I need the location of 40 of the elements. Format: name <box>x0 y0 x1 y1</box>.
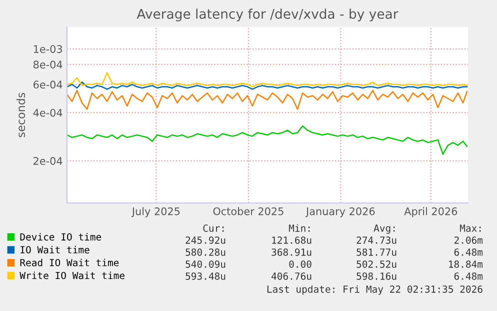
x-tick-label: January 2026 <box>305 207 375 218</box>
text: 18.84m <box>449 260 483 268</box>
y-tick-label: 6e-04 <box>34 80 62 89</box>
text: Max: <box>460 224 481 232</box>
text: 121.68u <box>272 236 312 244</box>
text: 406.76u <box>272 272 312 280</box>
text: 2.06m <box>454 236 483 244</box>
line-series <box>67 72 468 88</box>
legend-label: IO Wait time <box>20 246 90 254</box>
text: 598.16u <box>356 272 396 280</box>
y-tick-label: 4e-04 <box>33 108 62 117</box>
text: 368.91u <box>272 248 312 256</box>
chart-title: Average latency for /dev/xvda - by year <box>136 8 398 22</box>
legend-label: Device IO time <box>20 233 102 241</box>
y-tick-label: 1e-03 <box>34 45 62 53</box>
y-tick-label: 8e-04 <box>33 60 62 69</box>
text: Cur: <box>203 224 224 232</box>
y-axis-title: seconds <box>16 92 26 138</box>
x-tick-label: April 2026 <box>404 207 458 218</box>
y-tick-label: 2e-04 <box>34 157 62 165</box>
text: 274.73u <box>356 236 396 244</box>
line-series <box>67 82 468 90</box>
x-tick-label: October 2025 <box>213 207 284 216</box>
text: 6.48m <box>454 272 483 280</box>
legend-label: Read IO Wait time <box>20 258 119 266</box>
line-series <box>67 125 468 155</box>
text: 540.09u <box>186 260 226 268</box>
text: 0.00 <box>289 260 312 268</box>
text: Min: <box>288 224 310 232</box>
text: Last update: Fri May 22 02:31:35 2026 <box>267 285 482 295</box>
text: 6.48m <box>454 248 483 256</box>
text: 245.92u <box>186 236 226 244</box>
text: 580.28u <box>186 248 226 256</box>
text: 581.77u <box>356 248 396 256</box>
x-tick-label: July 2025 <box>131 207 180 218</box>
text: Avg: <box>374 224 395 234</box>
line-series <box>67 90 468 110</box>
legend-label: Write IO Wait time <box>20 272 124 280</box>
text: 593.48u <box>186 272 226 280</box>
text: 502.52u <box>356 260 396 268</box>
